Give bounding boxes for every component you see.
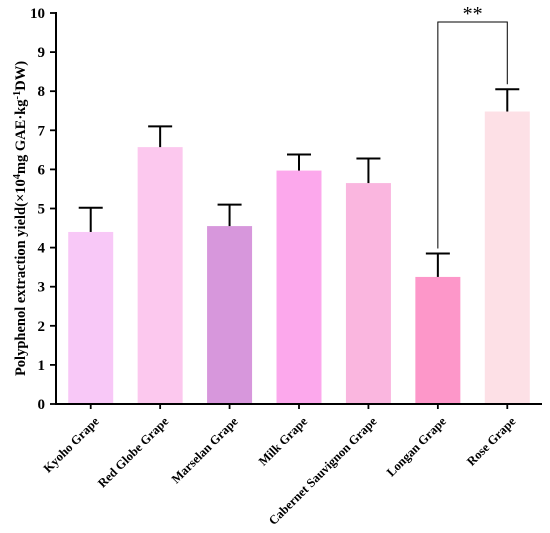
x-tick-label: Milk Grape — [256, 414, 311, 469]
y-tick-label: 0 — [38, 397, 46, 413]
y-tick-label: 2 — [38, 319, 46, 335]
bar — [345, 183, 391, 404]
y-axis-label-sup2: -1 — [12, 91, 23, 100]
y-ticks: 0 1 2 3 4 5 6 7 8 9 10 — [30, 6, 56, 413]
y-tick-label: 10 — [30, 6, 45, 22]
y-tick-label: 1 — [38, 358, 46, 374]
significance-label: ** — [463, 3, 483, 25]
y-tick-label: 6 — [38, 162, 46, 178]
significance-bracket: ** — [437, 3, 508, 249]
bar — [207, 226, 253, 404]
x-tick-label: Rose Grape — [464, 414, 519, 469]
y-tick-label: 8 — [38, 84, 46, 100]
bar — [276, 170, 322, 404]
y-axis-label-sup1: 4 — [12, 173, 23, 179]
y-axis-label: Polyphenol extraction yield(×104mg GAE·k… — [12, 61, 30, 376]
bar — [137, 147, 183, 404]
x-tick-label: Red Globe Grape — [95, 414, 172, 491]
bar — [68, 231, 114, 404]
bar — [415, 276, 461, 404]
y-tick-label: 4 — [38, 241, 46, 257]
y-axis-label-suffix: DW) — [13, 61, 29, 91]
significance-line — [437, 21, 508, 249]
y-tick-label: 5 — [38, 202, 46, 218]
x-tick-label: Longan Grape — [384, 414, 449, 479]
y-tick-label: 3 — [38, 280, 46, 296]
y-tick-label: 7 — [38, 123, 46, 139]
bars — [68, 111, 530, 405]
error-bars — [78, 88, 520, 277]
y-tick-label: 9 — [38, 45, 46, 61]
bar — [484, 111, 530, 405]
x-tick-label: Kyoho Grape — [41, 414, 103, 476]
y-axis-label-middle: mg GAE·kg — [13, 99, 29, 174]
y-axis-label-prefix: Polyphenol extraction yield(×10 — [13, 179, 29, 376]
x-tick-label: Marselan Grape — [169, 414, 241, 486]
